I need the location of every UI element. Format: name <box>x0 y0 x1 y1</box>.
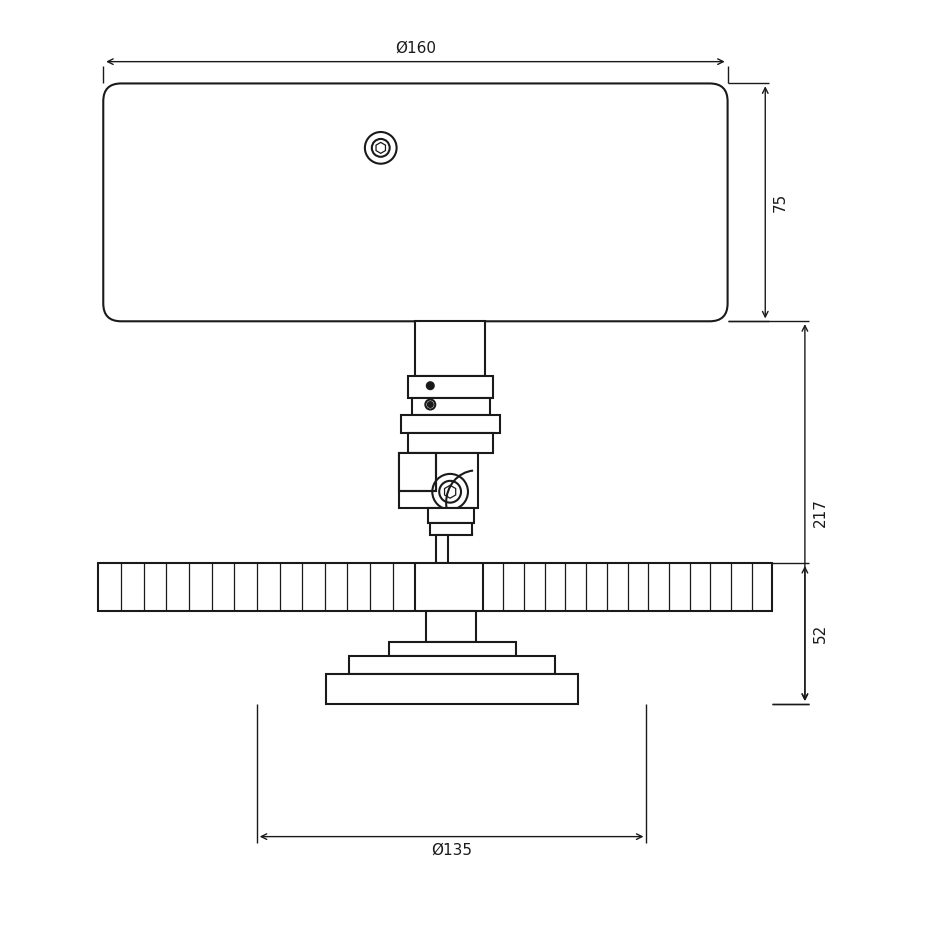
Text: 75: 75 <box>773 193 788 212</box>
Text: 217: 217 <box>813 498 828 527</box>
Circle shape <box>427 382 433 389</box>
Bar <box>401 416 500 433</box>
Bar <box>349 657 556 674</box>
Bar <box>416 321 485 376</box>
Bar <box>408 433 493 453</box>
Bar <box>412 397 490 416</box>
Text: Ø135: Ø135 <box>432 843 472 857</box>
Text: 52: 52 <box>813 624 828 643</box>
Circle shape <box>428 402 432 407</box>
Bar <box>431 523 472 535</box>
Bar <box>429 507 474 523</box>
Bar <box>389 643 516 657</box>
Bar <box>398 453 478 507</box>
Bar <box>436 535 448 563</box>
Bar <box>408 376 493 397</box>
Bar <box>98 563 772 610</box>
Bar <box>398 453 436 491</box>
Text: Ø160: Ø160 <box>394 41 436 56</box>
Bar <box>326 674 578 704</box>
Bar <box>426 610 476 643</box>
FancyBboxPatch shape <box>104 83 728 321</box>
